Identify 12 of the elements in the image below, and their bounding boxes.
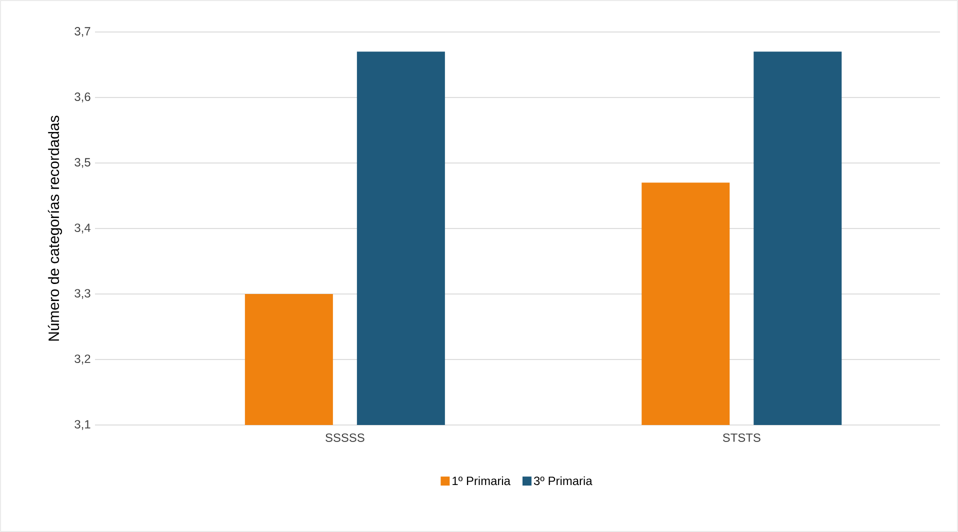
x-tick-label: STSTS [722, 433, 760, 442]
y-tick-label: 3,5 [74, 158, 90, 168]
legend-label: 3º Primaria [534, 476, 592, 486]
legend-label: 1º Primaria [452, 476, 510, 486]
y-tick-label: 3,3 [74, 289, 90, 299]
x-tick-label: SSSSS [326, 433, 364, 442]
y-axis-title: Número de categorías recordadas [48, 116, 62, 341]
y-tick-label: 3,6 [74, 92, 90, 102]
y-tick-label: 3,4 [74, 224, 90, 234]
y-tick-label: 3,7 [74, 27, 90, 37]
y-tick-label: 3,1 [74, 420, 90, 430]
y-tick-label: 3,2 [74, 354, 90, 364]
